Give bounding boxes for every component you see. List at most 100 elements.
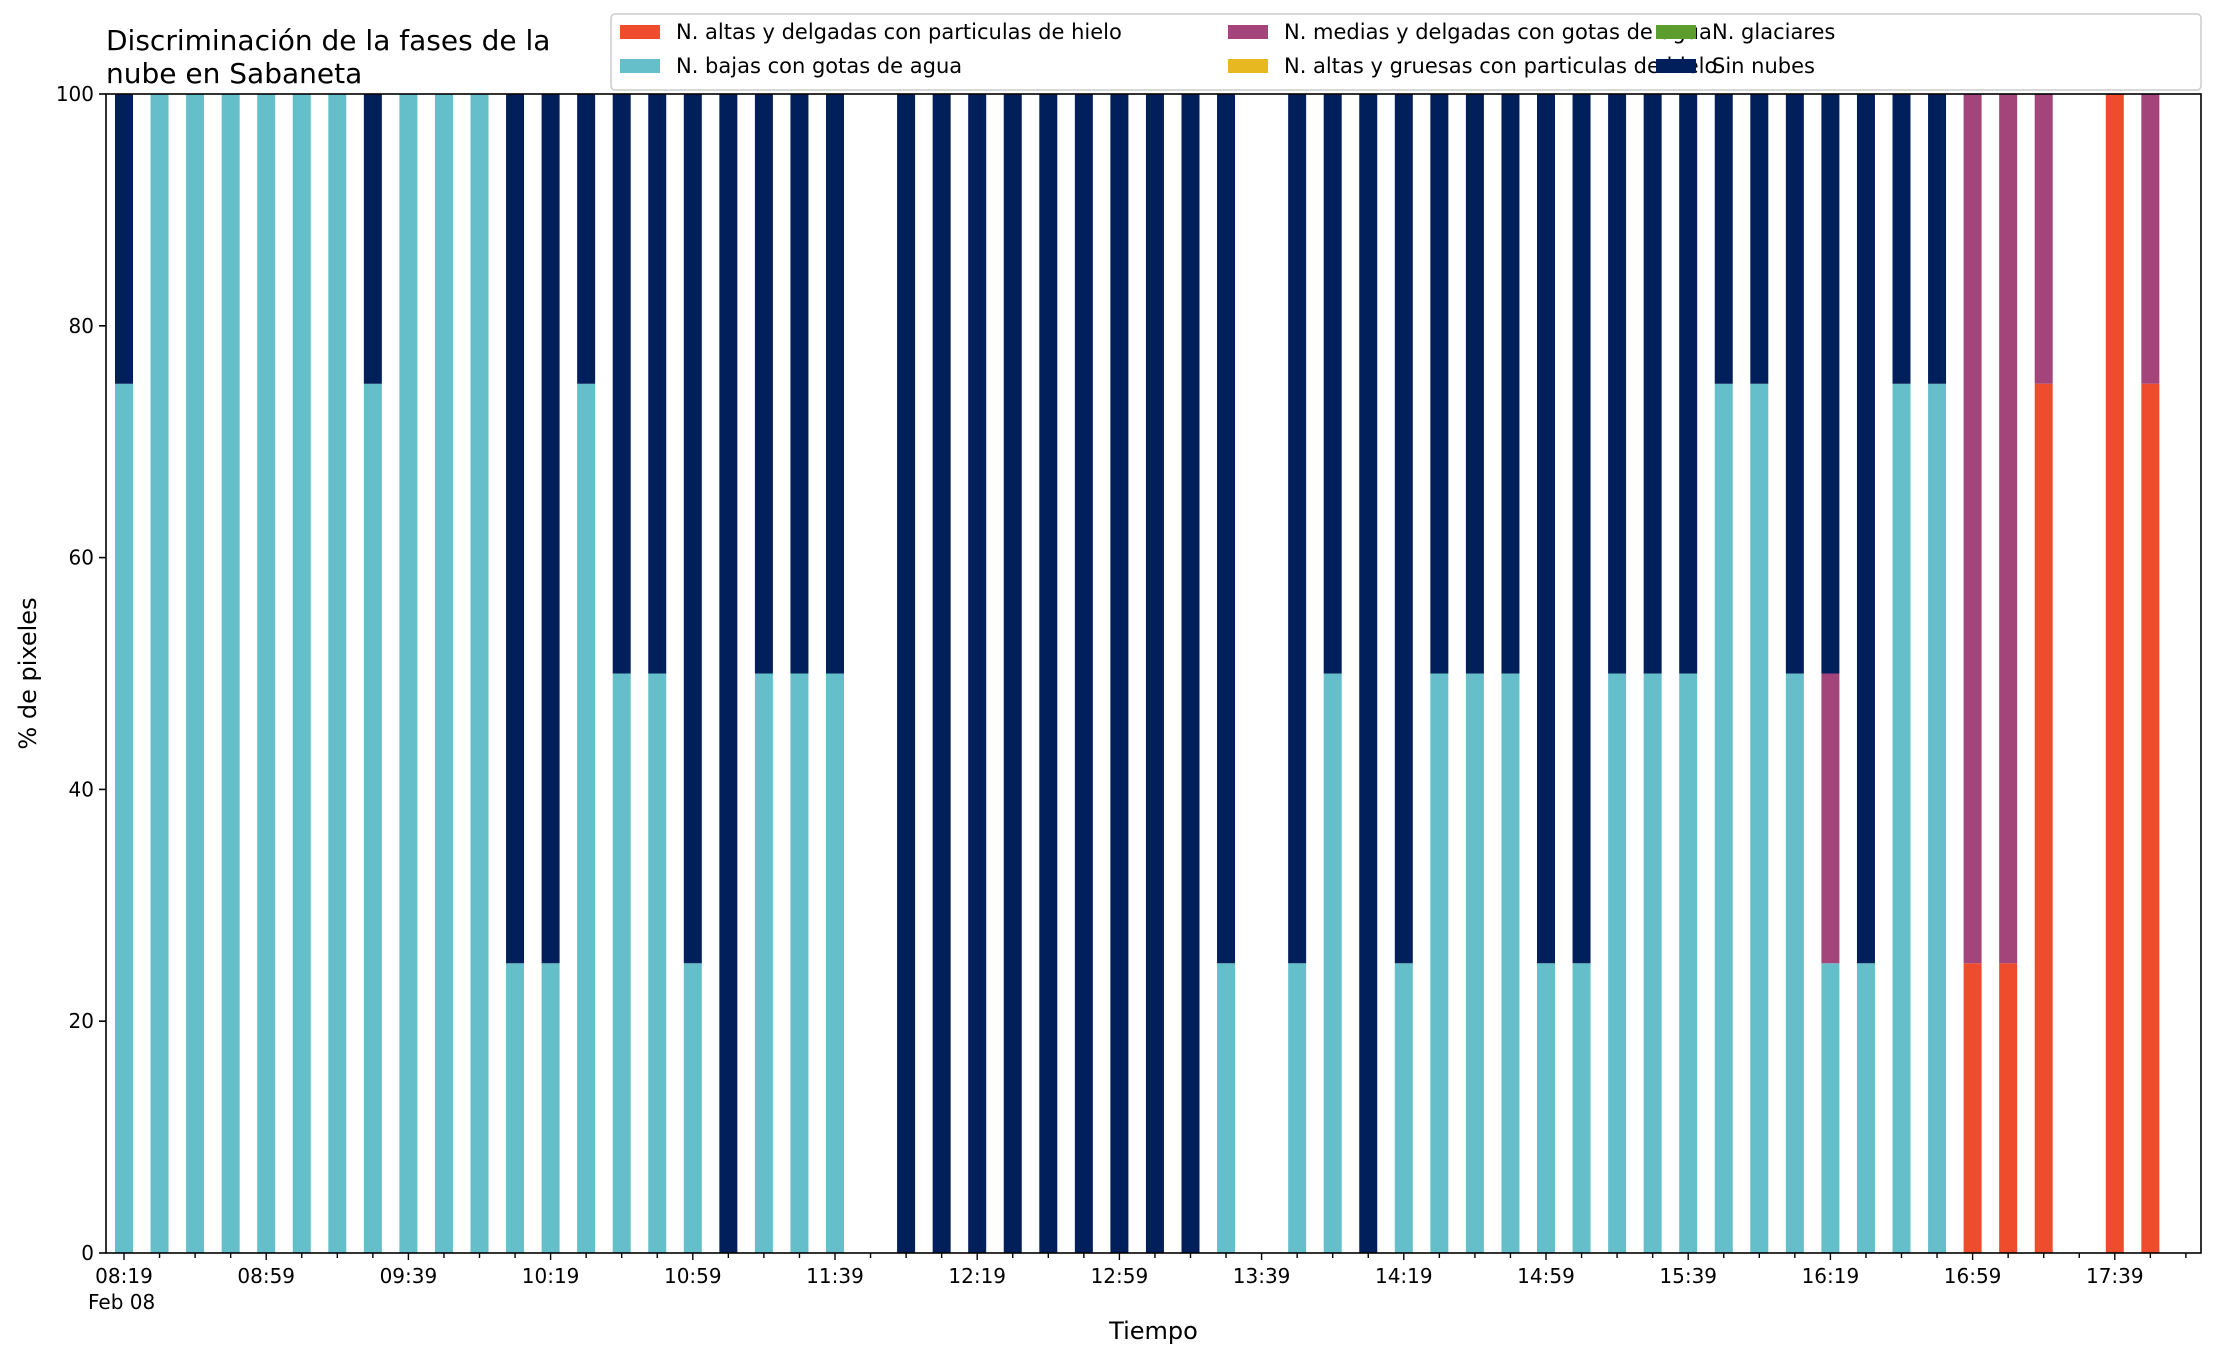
bar <box>1643 673 1662 1253</box>
bar <box>1608 673 1627 1253</box>
bar <box>1181 94 1200 1253</box>
bar <box>612 94 631 674</box>
y-axis: 0 20 40 60 80 100 <box>56 82 106 1265</box>
x-tick-label: 14:19 <box>1375 1264 1433 1288</box>
bar <box>648 94 667 674</box>
bar <box>506 94 525 964</box>
bar <box>2141 94 2160 384</box>
bar <box>1821 673 1840 964</box>
bar <box>1856 963 1875 1253</box>
x-tick-label: 12:19 <box>948 1264 1006 1288</box>
x-axis: 08:19 08:59 09:39 10:19 10:59 11:39 12:19 12:59… <box>95 1253 2187 1288</box>
x-tick-label: 11:39 <box>806 1264 864 1288</box>
bar <box>754 673 773 1253</box>
bar <box>790 94 809 674</box>
x-tick-label: 08:19 <box>95 1264 153 1288</box>
legend-swatch <box>1228 59 1268 73</box>
bar <box>541 94 560 964</box>
bar <box>150 94 169 1253</box>
x-tick-label: 10:59 <box>664 1264 722 1288</box>
bar <box>1750 94 1769 384</box>
bars <box>115 94 2160 1253</box>
bar <box>683 963 702 1253</box>
bar <box>1572 94 1591 964</box>
legend-label: N. bajas con gotas de agua <box>676 54 962 78</box>
bar <box>1465 673 1484 1253</box>
bar <box>506 963 525 1253</box>
x-tick-label: 16:59 <box>1944 1264 2002 1288</box>
bar <box>1430 94 1449 674</box>
bar <box>363 94 382 384</box>
bar <box>577 383 596 1253</box>
bar <box>1394 94 1413 964</box>
bar <box>115 383 133 1253</box>
legend-swatch <box>620 25 660 39</box>
bar <box>1430 673 1449 1253</box>
bar <box>1963 963 1982 1253</box>
bar <box>577 94 596 384</box>
bar <box>1288 94 1307 964</box>
bar <box>754 94 773 674</box>
bar <box>257 94 276 1253</box>
bar <box>1217 94 1236 964</box>
bar <box>648 673 667 1253</box>
y-tick-label: 40 <box>69 777 94 801</box>
bar <box>1928 94 1947 384</box>
x-tick-label: 09:39 <box>380 1264 438 1288</box>
bar <box>897 94 916 1253</box>
legend: N. altas y delgadas con particulas de hi… <box>610 13 2202 91</box>
bar <box>1323 673 1342 1253</box>
bar <box>434 94 453 1253</box>
x-date-label: Feb 08 <box>88 1290 155 1314</box>
bar <box>292 94 311 1253</box>
bar <box>1537 963 1555 1253</box>
x-tick-label: 08:59 <box>237 1264 295 1288</box>
bar <box>1928 383 1947 1253</box>
legend-label: N. altas y delgadas con particulas de hi… <box>676 20 1122 44</box>
bar <box>612 673 631 1253</box>
x-tick-label: 16:19 <box>1802 1264 1860 1288</box>
bar <box>1821 94 1840 674</box>
bar <box>826 94 844 674</box>
bar <box>1074 94 1093 1253</box>
legend-label: N. glaciares <box>1712 20 1835 44</box>
chart-title: Discriminación de la fases de la nube en… <box>106 24 550 90</box>
bar <box>1963 94 1982 964</box>
x-tick-label: 17:39 <box>2086 1264 2144 1288</box>
bar <box>1537 94 1555 964</box>
bar <box>1679 673 1698 1253</box>
bar <box>1892 383 1911 1253</box>
bar <box>1999 963 2018 1253</box>
bar <box>1679 94 1698 674</box>
bar <box>221 94 240 1253</box>
bar <box>1572 963 1591 1253</box>
y-tick-label: 80 <box>69 314 94 338</box>
bar <box>2034 94 2053 384</box>
bar <box>790 673 809 1253</box>
bar <box>1856 94 1875 964</box>
y-tick-label: 60 <box>69 546 94 570</box>
bar <box>1643 94 1662 674</box>
legend-label: Sin nubes <box>1712 54 1815 78</box>
bar <box>1892 94 1911 384</box>
legend-swatch <box>1656 59 1696 73</box>
bar <box>1145 94 1164 1253</box>
bar <box>719 94 738 1253</box>
bar <box>1501 673 1520 1253</box>
bar <box>328 94 347 1253</box>
bar <box>1750 383 1769 1253</box>
bar <box>2105 94 2124 1253</box>
legend-label: N. altas y gruesas con particulas de hie… <box>1284 54 1717 78</box>
bar <box>1785 673 1804 1253</box>
legend-label: N. medias y delgadas con gotas de agua <box>1284 20 1712 44</box>
bar <box>1714 94 1733 384</box>
x-tick-label: 10:19 <box>522 1264 580 1288</box>
bar <box>1714 383 1733 1253</box>
bar <box>1359 94 1378 1253</box>
bar <box>1785 94 1804 674</box>
bar <box>968 94 987 1253</box>
y-tick-label: 100 <box>56 82 94 106</box>
bar <box>2141 383 2160 1253</box>
y-axis-label: % de pixeles <box>14 597 42 749</box>
